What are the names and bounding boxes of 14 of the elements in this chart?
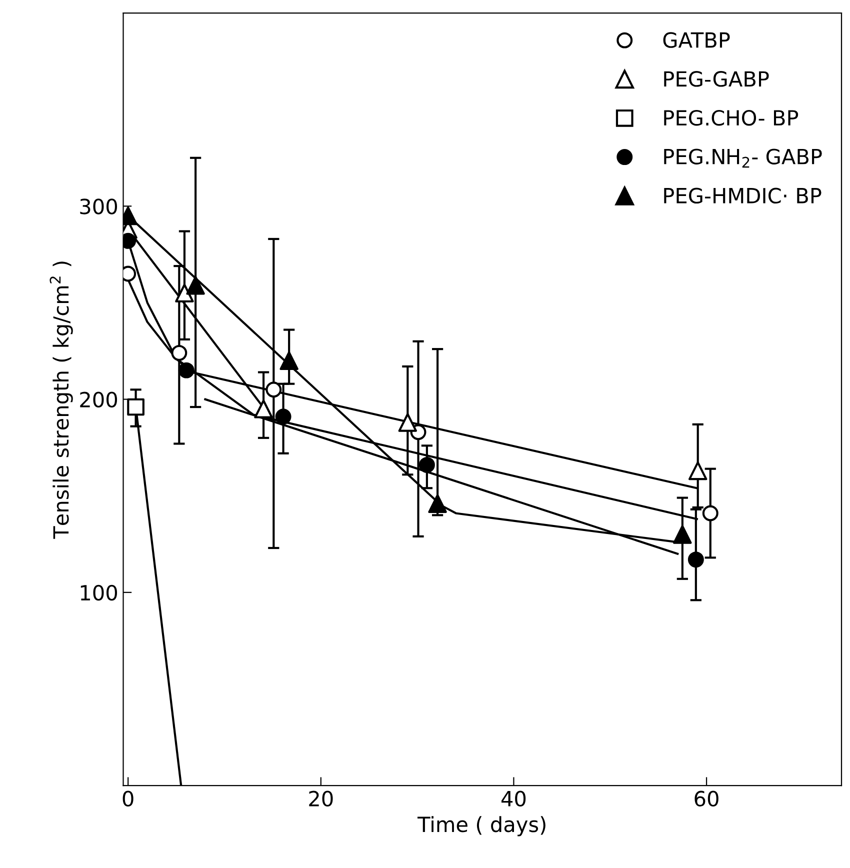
- y-axis-title: Tensile strength ( kg/cm$^{2}$ ): [50, 262, 73, 539]
- legend-label: PEG.NH$_{2}$- GABP: [664, 148, 822, 168]
- legend-label: PEG-HMDIC· BP: [664, 188, 822, 204]
- x-tick-label: 40: [501, 790, 526, 807]
- legend-label: PEG-GABP: [664, 71, 769, 87]
- y-tick-label: 300: [80, 198, 118, 214]
- legend-label: PEG.CHO- BP: [664, 110, 798, 126]
- x-tick-label: 0: [122, 790, 134, 807]
- x-tick-label: 20: [309, 790, 333, 807]
- legend-label: GATBP: [663, 32, 730, 48]
- y-tick-label: 100: [80, 584, 118, 601]
- y-tick-label: 200: [80, 392, 118, 408]
- x-tick-label: 60: [694, 790, 718, 807]
- x-axis-title: Time ( days): [417, 816, 546, 836]
